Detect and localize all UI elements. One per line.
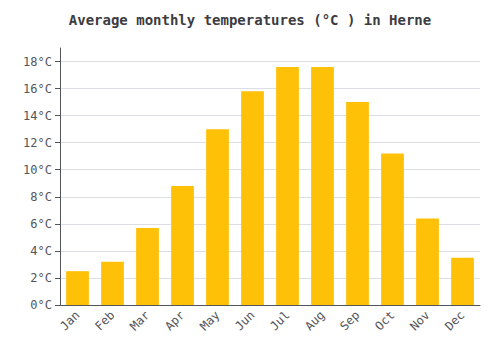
svg-text:Sep: Sep bbox=[337, 308, 362, 333]
svg-text:Jun: Jun bbox=[232, 308, 257, 333]
svg-text:Mar: Mar bbox=[127, 308, 152, 333]
svg-text:Jul: Jul bbox=[267, 308, 292, 333]
svg-text:Apr: Apr bbox=[162, 308, 187, 333]
svg-text:Nov: Nov bbox=[407, 308, 432, 333]
svg-text:Jan: Jan bbox=[57, 308, 82, 333]
svg-text:16°C: 16°C bbox=[23, 82, 52, 96]
svg-text:10°C: 10°C bbox=[23, 163, 52, 177]
svg-text:Average monthly temperatures (: Average monthly temperatures (°C ) in He… bbox=[69, 12, 431, 28]
svg-text:8°C: 8°C bbox=[30, 190, 52, 204]
svg-text:6°C: 6°C bbox=[30, 217, 52, 231]
svg-text:14°C: 14°C bbox=[23, 109, 52, 123]
svg-text:Aug: Aug bbox=[302, 308, 327, 333]
svg-text:Feb: Feb bbox=[92, 308, 117, 333]
svg-text:18°C: 18°C bbox=[23, 55, 52, 69]
svg-text:May: May bbox=[197, 308, 222, 333]
svg-text:0°C: 0°C bbox=[30, 298, 52, 312]
svg-text:Oct: Oct bbox=[372, 308, 397, 333]
svg-text:2°C: 2°C bbox=[30, 271, 52, 285]
svg-text:Dec: Dec bbox=[442, 308, 467, 333]
svg-text:4°C: 4°C bbox=[30, 244, 52, 258]
svg-text:12°C: 12°C bbox=[23, 136, 52, 150]
